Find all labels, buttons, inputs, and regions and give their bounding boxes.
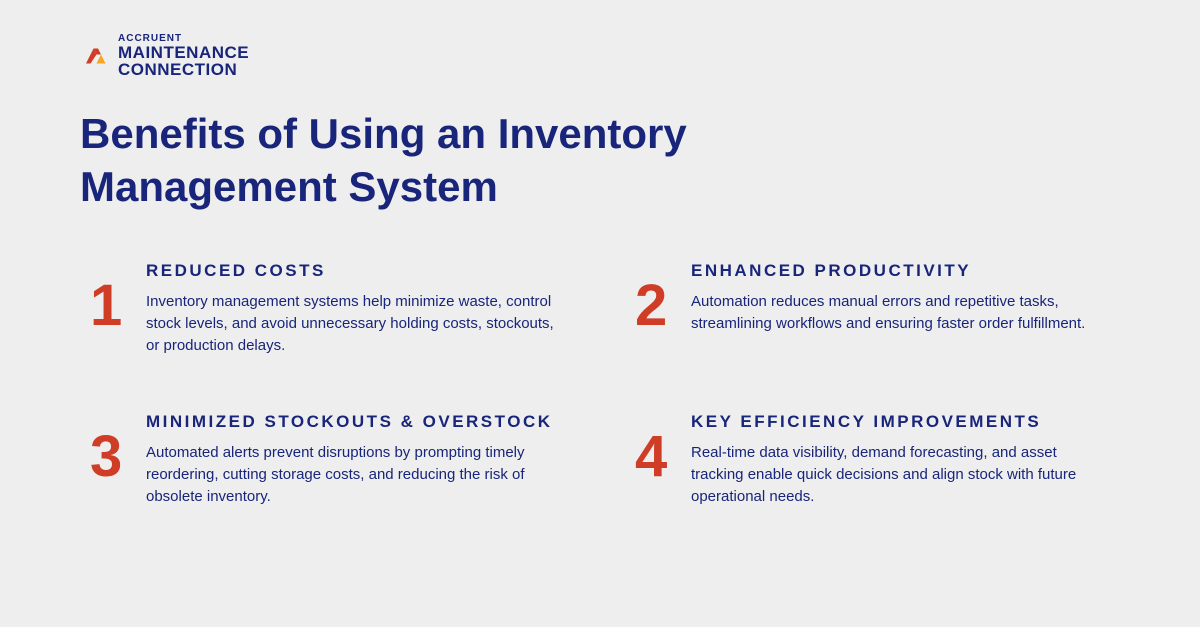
benefit-number: 2 [635, 277, 671, 335]
benefit-desc: Automation reduces manual errors and rep… [691, 291, 1111, 335]
benefit-title: REDUCED COSTS [146, 261, 575, 281]
page: ACCRUENT MAINTENANCE CONNECTION Benefits… [0, 0, 1200, 538]
benefit-item: 4 KEY EFFICIENCY IMPROVEMENTS Real-time … [635, 412, 1120, 507]
benefit-item: 1 REDUCED COSTS Inventory management sys… [90, 261, 575, 356]
benefit-desc: Automated alerts prevent disruptions by … [146, 442, 566, 507]
benefit-desc: Real-time data visibility, demand foreca… [691, 442, 1111, 507]
brand-logo: ACCRUENT MAINTENANCE CONNECTION [80, 34, 1120, 78]
benefit-item: 3 MINIMIZED STOCKOUTS & OVERSTOCK Automa… [90, 412, 575, 507]
benefit-content: MINIMIZED STOCKOUTS & OVERSTOCK Automate… [146, 412, 575, 507]
logo-icon [80, 41, 110, 71]
benefit-content: KEY EFFICIENCY IMPROVEMENTS Real-time da… [691, 412, 1120, 507]
benefit-desc: Inventory management systems help minimi… [146, 291, 566, 356]
benefit-content: ENHANCED PRODUCTIVITY Automation reduces… [691, 261, 1120, 335]
benefit-number: 1 [90, 277, 126, 335]
benefit-content: REDUCED COSTS Inventory management syste… [146, 261, 575, 356]
benefit-number: 4 [635, 428, 671, 486]
logo-text: ACCRUENT MAINTENANCE CONNECTION [118, 34, 249, 78]
page-title: Benefits of Using an Inventory Managemen… [80, 108, 900, 213]
benefit-item: 2 ENHANCED PRODUCTIVITY Automation reduc… [635, 261, 1120, 356]
benefits-grid: 1 REDUCED COSTS Inventory management sys… [80, 261, 1120, 508]
logo-line-mid: MAINTENANCE [118, 44, 249, 61]
benefit-title: MINIMIZED STOCKOUTS & OVERSTOCK [146, 412, 575, 432]
benefit-number: 3 [90, 428, 126, 486]
logo-line-bot: CONNECTION [118, 61, 249, 78]
benefit-title: ENHANCED PRODUCTIVITY [691, 261, 1120, 281]
benefit-title: KEY EFFICIENCY IMPROVEMENTS [691, 412, 1120, 432]
